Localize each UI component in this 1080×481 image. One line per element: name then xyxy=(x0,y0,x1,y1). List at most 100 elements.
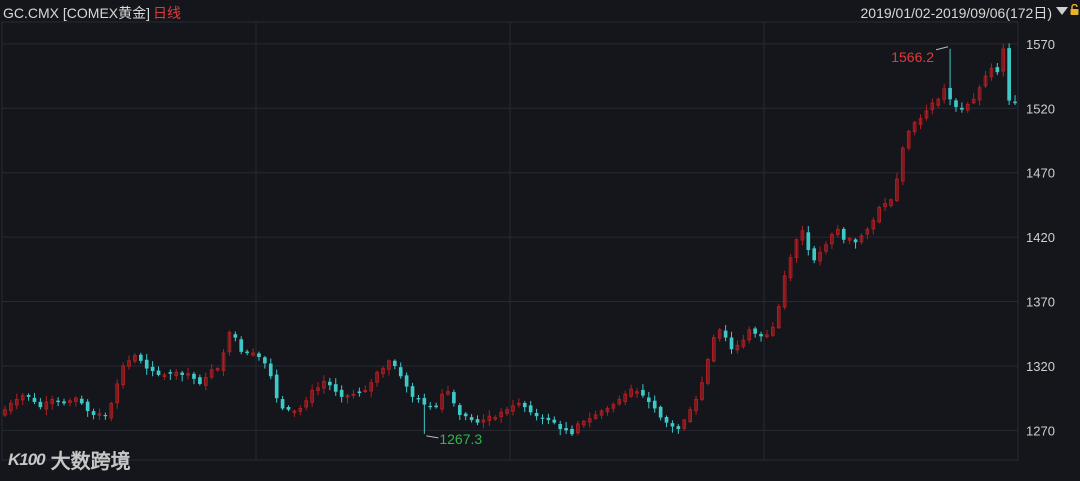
candle-body xyxy=(676,426,681,430)
candle xyxy=(859,233,864,245)
candle xyxy=(487,410,492,426)
candle xyxy=(552,416,557,425)
candle-body xyxy=(936,98,941,106)
candle-body xyxy=(706,359,710,384)
candle-body xyxy=(233,334,238,338)
candle xyxy=(830,232,834,250)
candle xyxy=(528,400,533,416)
candle xyxy=(97,408,102,420)
candle-body xyxy=(924,110,929,119)
candle xyxy=(50,395,55,410)
candle xyxy=(582,419,586,429)
candle-body xyxy=(582,420,586,426)
candle xyxy=(156,366,161,377)
candle xyxy=(711,334,716,363)
candle xyxy=(877,205,882,224)
candles xyxy=(3,43,1017,436)
candle-body xyxy=(121,365,125,386)
candle xyxy=(192,371,196,385)
candle-body xyxy=(422,397,427,405)
candle xyxy=(351,389,356,399)
candle xyxy=(68,398,72,407)
candle xyxy=(812,245,817,264)
candle-body xyxy=(428,405,433,408)
candle xyxy=(965,101,970,113)
candle xyxy=(469,413,474,423)
candle xyxy=(280,395,285,411)
candle-body xyxy=(759,334,763,337)
candle xyxy=(481,414,486,429)
watermark-text: 大数跨境 xyxy=(50,451,131,473)
candle xyxy=(215,367,220,372)
candle xyxy=(428,402,433,410)
candle xyxy=(652,395,657,413)
candle xyxy=(345,393,350,404)
candle xyxy=(144,354,149,375)
candle xyxy=(3,405,7,417)
candle-body xyxy=(977,87,982,101)
candle xyxy=(977,84,982,106)
candle xyxy=(398,362,403,379)
candle xyxy=(841,227,846,244)
candle xyxy=(56,397,60,407)
candle xyxy=(741,334,746,349)
candle xyxy=(138,352,143,364)
candle-body xyxy=(859,235,864,243)
candle xyxy=(576,420,580,436)
price-axis: 1270 1320 1370 1420 1470 1520 1570 xyxy=(1026,37,1055,438)
candle xyxy=(658,405,663,421)
candle xyxy=(617,395,622,406)
candle-body xyxy=(918,118,923,125)
candle-body xyxy=(658,406,663,418)
candle xyxy=(771,322,775,337)
candle xyxy=(540,414,545,425)
candle xyxy=(452,389,456,407)
candle-body xyxy=(168,372,173,374)
candle-body xyxy=(138,354,143,361)
candle-body xyxy=(257,353,261,357)
candle-body xyxy=(782,275,787,308)
candle-body xyxy=(688,409,692,423)
candle xyxy=(168,369,173,380)
candle-body xyxy=(776,306,781,329)
candle xyxy=(723,325,728,342)
candle-body xyxy=(646,397,651,403)
candle-body xyxy=(26,394,31,397)
candle-body xyxy=(50,398,55,404)
candle-body xyxy=(14,398,19,406)
candle-body xyxy=(221,352,226,371)
lock-icon[interactable] xyxy=(1070,4,1079,15)
candle xyxy=(162,372,167,380)
candle-body xyxy=(32,397,37,403)
candle xyxy=(889,198,893,208)
candle-body xyxy=(641,389,645,396)
candle-body xyxy=(156,370,161,375)
candle xyxy=(729,331,734,354)
candle xyxy=(800,225,805,246)
candle xyxy=(522,401,527,413)
candle xyxy=(9,399,13,415)
candle-body xyxy=(948,87,952,100)
candle-body xyxy=(3,409,7,416)
candle xyxy=(505,406,509,417)
period-label[interactable]: 日线 xyxy=(153,5,182,21)
candle-body xyxy=(292,410,297,414)
candle-body xyxy=(877,207,882,223)
chevron-down-icon[interactable] xyxy=(1056,7,1068,15)
candle-body xyxy=(375,371,379,383)
candle xyxy=(599,408,604,419)
candle-body xyxy=(611,404,616,409)
candle-body xyxy=(144,359,149,369)
candle-body xyxy=(150,366,155,372)
candle xyxy=(587,412,592,428)
candle-body xyxy=(203,377,208,386)
candle xyxy=(735,340,740,354)
candle xyxy=(806,226,811,256)
candle-body xyxy=(546,417,551,421)
candle-body xyxy=(522,402,527,408)
candle-body xyxy=(457,405,462,415)
candle xyxy=(440,389,444,413)
candle-body xyxy=(871,219,876,230)
candle xyxy=(387,359,391,376)
candle-body xyxy=(912,121,917,133)
